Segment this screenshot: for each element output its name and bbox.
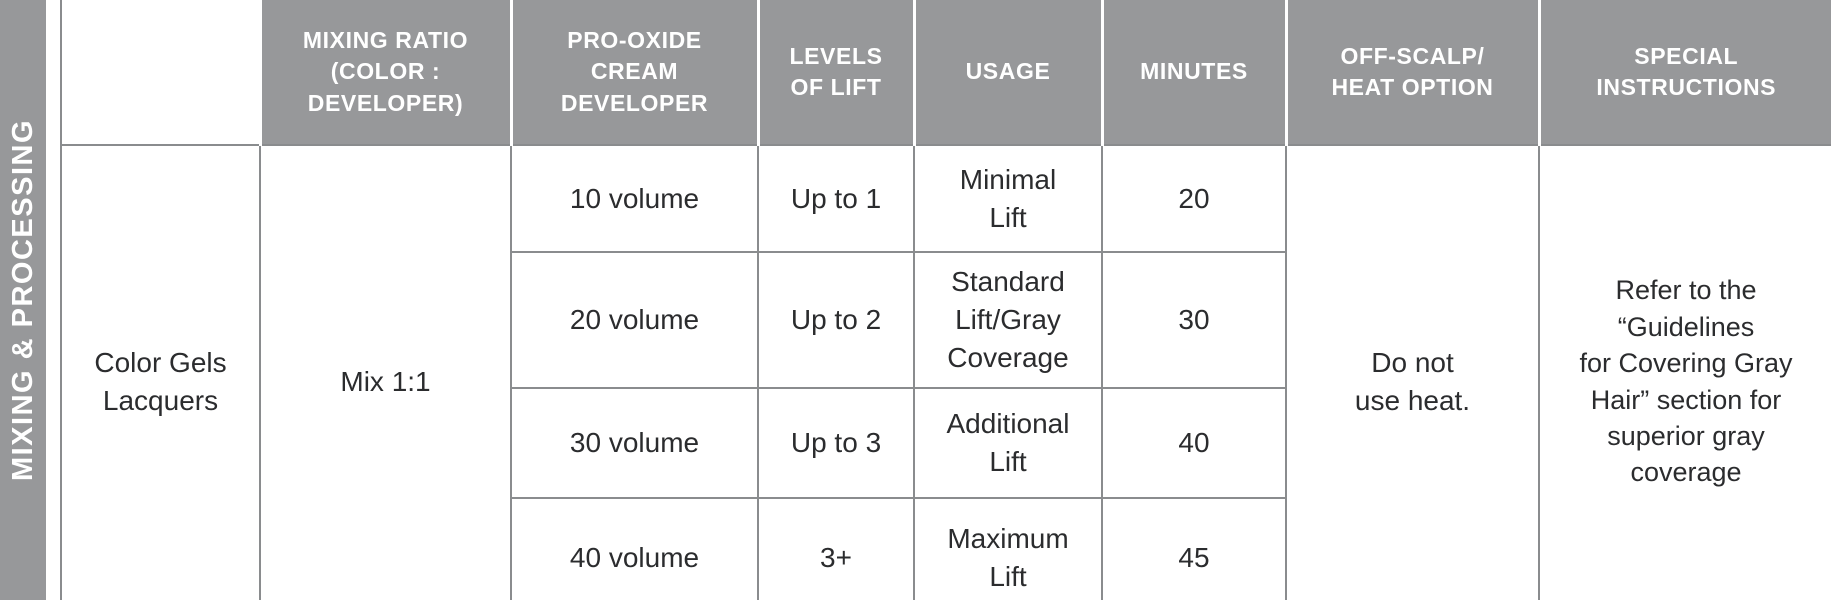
- header-cell-levels-of-lift: LEVELS OF LIFT: [756, 0, 914, 146]
- cell-levels-of-lift: Up to 3: [757, 387, 915, 499]
- cell-special-instructions: Refer to the “Guidelines for Covering Gr…: [1538, 144, 1831, 600]
- cell-minutes: 40: [1101, 387, 1287, 499]
- mixing-processing-table: MIXING RATIO (COLOR : DEVELOPER) PRO-OXI…: [60, 0, 1831, 600]
- row-40-volume: 40 volume 3+ Maximum Lift 45: [61, 497, 1831, 600]
- cell-minutes: 20: [1101, 144, 1287, 253]
- cell-developer: 30 volume: [510, 387, 759, 499]
- cell-minutes: 30: [1101, 251, 1287, 389]
- header-cell-minutes: MINUTES: [1100, 0, 1286, 146]
- header-cell-usage: USAGE: [912, 0, 1102, 146]
- mixing-processing-table-wrap: MIXING RATIO (COLOR : DEVELOPER) PRO-OXI…: [60, 0, 1831, 600]
- cell-product-name: Color Gels Lacquers: [60, 144, 261, 600]
- cell-usage: Additional Lift: [913, 387, 1103, 499]
- cell-mix-ratio: Mix 1:1: [259, 144, 512, 600]
- cell-developer: 40 volume: [510, 497, 759, 600]
- cell-usage: Minimal Lift: [913, 144, 1103, 253]
- cell-developer: 10 volume: [510, 144, 759, 253]
- section-sidebar: MIXING & PROCESSING: [0, 0, 46, 600]
- section-sidebar-label: MIXING & PROCESSING: [6, 118, 39, 482]
- cell-usage: Standard Lift/Gray Coverage: [913, 251, 1103, 389]
- header-row: MIXING RATIO (COLOR : DEVELOPER) PRO-OXI…: [60, 0, 1831, 146]
- cell-levels-of-lift: Up to 1: [757, 144, 915, 253]
- cell-minutes: 45: [1101, 497, 1287, 600]
- cell-levels-of-lift: 3+: [757, 497, 915, 600]
- row-10-volume: Color Gels Lacquers Mix 1:1 10 volume Up…: [60, 144, 1831, 600]
- header-cell-developer: PRO-OXIDE CREAM DEVELOPER: [509, 0, 758, 146]
- row-30-volume: 30 volume Up to 3 Additional Lift 40: [61, 387, 1831, 499]
- cell-heat-option: Do not use heat.: [1285, 144, 1540, 600]
- header-cell-special-instructions: SPECIAL INSTRUCTIONS: [1537, 0, 1831, 146]
- header-cell-mixing-ratio: MIXING RATIO (COLOR : DEVELOPER): [258, 0, 511, 146]
- row-20-volume: 20 volume Up to 2 Standard Lift/Gray Cov…: [61, 251, 1831, 389]
- header-cell-product-empty: [60, 0, 260, 146]
- header-cell-heat-option: OFF-SCALP/ HEAT OPTION: [1284, 0, 1539, 146]
- cell-levels-of-lift: Up to 2: [757, 251, 915, 389]
- cell-developer: 20 volume: [510, 251, 759, 389]
- cell-usage: Maximum Lift: [913, 497, 1103, 600]
